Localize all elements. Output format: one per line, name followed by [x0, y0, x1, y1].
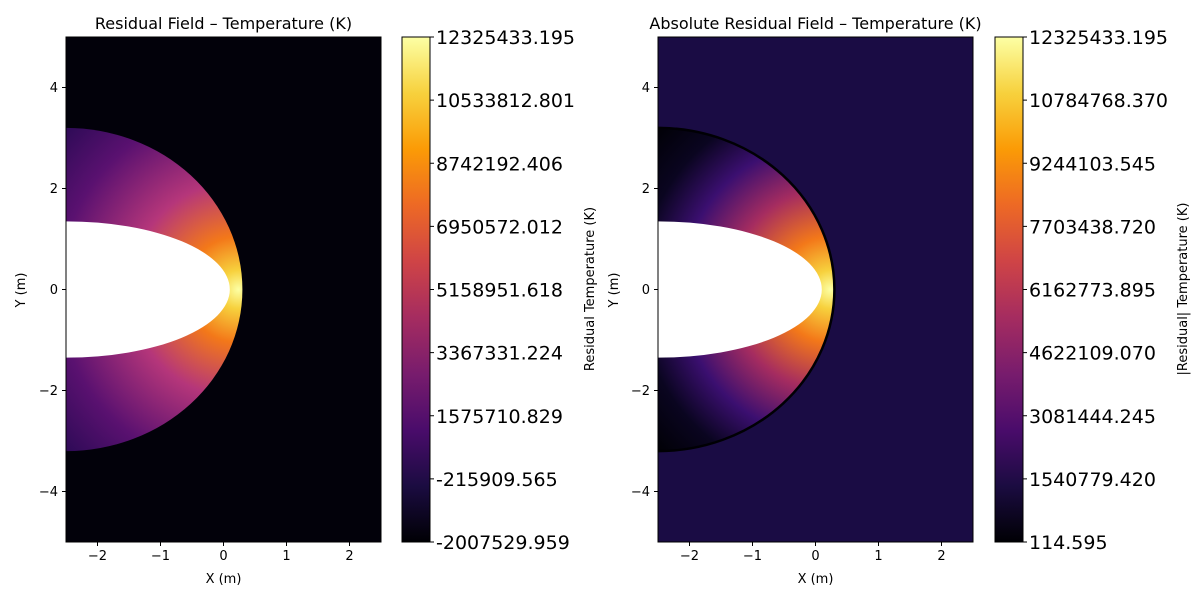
y-tick-label: 0	[642, 283, 650, 298]
x-tick-label: −2	[88, 549, 107, 564]
x-axis-label: X (m)	[798, 572, 834, 587]
x-axis-ticks: −2 −1 0 1 2	[88, 542, 354, 564]
colorbar-tick-label: 12325433.195	[1029, 27, 1168, 49]
x-tick-label: 0	[811, 549, 819, 564]
body-mask	[66, 221, 230, 358]
colorbar-tick-label: 1540779.420	[1029, 469, 1156, 491]
x-tick-label: 1	[282, 549, 290, 564]
colorbar-tick-label: 8742192.406	[436, 153, 563, 175]
y-axis-label: Y (m)	[607, 273, 622, 309]
colorbar-tick-label: 7703438.720	[1029, 216, 1156, 238]
x-tick-label: −1	[743, 549, 762, 564]
colorbar: 12325433.195 10784768.370 9244103.545 77034…	[994, 27, 1168, 554]
x-tick-label: 1	[874, 549, 882, 564]
colorbar-tick-label: -215909.565	[436, 469, 558, 491]
colorbar-tick-label: 6950572.012	[436, 216, 563, 238]
y-tick-label: 2	[50, 182, 58, 197]
colorbar-label: Residual Temperature (K)	[583, 207, 598, 371]
x-tick-label: 2	[937, 549, 945, 564]
colorbar-tick-label: 5158951.618	[436, 280, 563, 302]
x-axis-label: X (m)	[206, 572, 242, 587]
y-axis-ticks: 4 2 0 −2 −4	[39, 81, 66, 500]
heatmap-area	[657, 36, 974, 543]
absolute-residual-panel: Absolute Residual Field – Temperature (K…	[607, 14, 1191, 587]
y-tick-label: 4	[642, 81, 650, 96]
y-tick-label: 4	[50, 81, 58, 96]
chart-title: Absolute Residual Field – Temperature (K…	[649, 14, 981, 33]
colorbar-tick-label: 9244103.545	[1029, 153, 1156, 175]
colorbar-tick-label: 1575710.829	[436, 406, 563, 428]
chart-title: Residual Field – Temperature (K)	[95, 14, 352, 33]
x-tick-label: 0	[219, 549, 227, 564]
colorbar-tick-label: -2007529.959	[436, 532, 570, 554]
y-tick-label: 2	[642, 182, 650, 197]
y-axis-ticks: 4 2 0 −2 −4	[631, 81, 658, 500]
y-tick-label: −2	[631, 384, 650, 399]
shock-front-line	[658, 126, 836, 453]
colorbar-tick-label: 12325433.195	[436, 27, 575, 49]
y-tick-label: −4	[39, 485, 58, 500]
x-tick-label: −2	[680, 549, 699, 564]
colorbar-tick-label: 10784768.370	[1029, 90, 1168, 112]
colorbar-gradient	[994, 36, 1024, 543]
y-tick-label: −4	[631, 485, 650, 500]
body-mask	[658, 221, 822, 358]
colorbar-label: |Residual| Temperature (K)	[1176, 203, 1191, 376]
colorbar-tick-label: 4622109.070	[1029, 343, 1156, 365]
y-axis-label: Y (m)	[14, 273, 29, 309]
heatmap-area	[65, 36, 382, 543]
colorbar-tick-label: 3367331.224	[436, 343, 563, 365]
colorbar-tick-label: 114.595	[1029, 532, 1108, 554]
x-axis-ticks: −2 −1 0 1 2	[680, 542, 946, 564]
colorbar-tick-label: 10533812.801	[436, 90, 575, 112]
colorbar-gradient	[401, 36, 431, 543]
colorbar-tick-label: 3081444.245	[1029, 406, 1156, 428]
y-tick-label: −2	[39, 384, 58, 399]
colorbar-tick-label: 6162773.895	[1029, 280, 1156, 302]
x-tick-label: 2	[345, 549, 353, 564]
x-tick-label: −1	[151, 549, 170, 564]
residual-panel: Residual Field – Temperature (K) −2 −1 0 1 2…	[14, 14, 598, 587]
colorbar: 12325433.195 10533812.801 8742192.406 69505…	[401, 27, 575, 554]
y-tick-label: 0	[50, 283, 58, 298]
